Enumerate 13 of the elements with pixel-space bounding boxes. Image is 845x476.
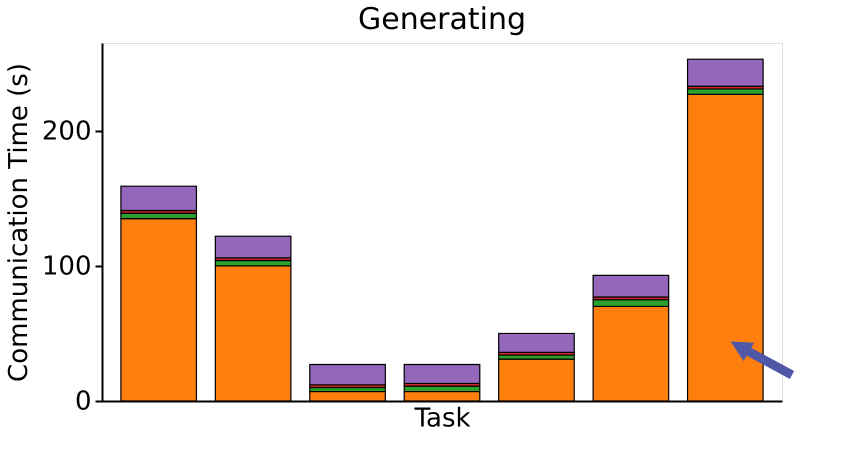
y-tick-label: 200 [42, 116, 92, 146]
x-axis-title: Task [413, 404, 471, 434]
y-axis-title: Communication Time (s) [4, 63, 34, 382]
bar [498, 332, 575, 353]
bar [309, 364, 386, 386]
bar [404, 364, 480, 384]
bar [686, 58, 764, 87]
y-tick-label: 100 [42, 251, 92, 282]
bar [592, 274, 670, 298]
bar [120, 186, 198, 212]
bar [214, 236, 292, 258]
y-tick-label: 0 [74, 386, 92, 416]
chart-title: Generating [358, 2, 526, 37]
